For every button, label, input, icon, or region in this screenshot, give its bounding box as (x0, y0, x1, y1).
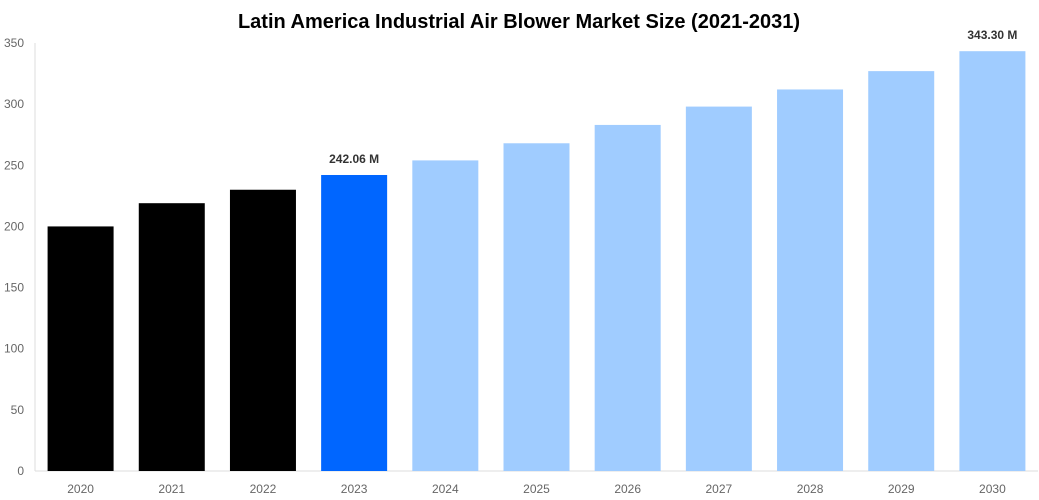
data-label: 343.30 M (967, 28, 1017, 42)
bar-2028 (777, 89, 844, 472)
x-tick-label: 2030 (979, 482, 1006, 496)
bar-2030 (959, 51, 1026, 471)
x-tick-label: 2022 (250, 482, 277, 496)
bar-2027 (685, 106, 752, 472)
bar-2024 (412, 160, 479, 471)
x-tick-label: 2023 (341, 482, 368, 496)
bar-2020 (47, 226, 114, 471)
bar-2026 (594, 124, 661, 471)
x-tick-label: 2028 (797, 482, 824, 496)
x-tick-label: 2021 (158, 482, 185, 496)
bar-2022 (229, 189, 296, 471)
x-tick-label: 2020 (67, 482, 94, 496)
y-tick-label: 100 (4, 342, 24, 356)
x-tick-label: 2027 (706, 482, 733, 496)
y-tick-label: 50 (11, 403, 25, 417)
y-tick-label: 300 (4, 97, 24, 111)
bar-2029 (868, 71, 935, 471)
chart-title: Latin America Industrial Air Blower Mark… (238, 11, 800, 33)
y-tick-label: 200 (4, 219, 24, 233)
x-tick-label: 2029 (888, 482, 915, 496)
y-tick-label: 250 (4, 158, 24, 172)
x-tick-label: 2024 (432, 482, 459, 496)
bar-2021 (138, 203, 205, 472)
y-tick-label: 0 (17, 464, 24, 478)
bar-2023 (321, 174, 388, 472)
bar-2025 (503, 143, 570, 471)
data-label: 242.06 M (329, 152, 379, 166)
x-tick-label: 2026 (614, 482, 641, 496)
y-tick-label: 350 (4, 36, 24, 50)
x-tick-label: 2025 (523, 482, 550, 496)
y-tick-label: 150 (4, 281, 24, 295)
